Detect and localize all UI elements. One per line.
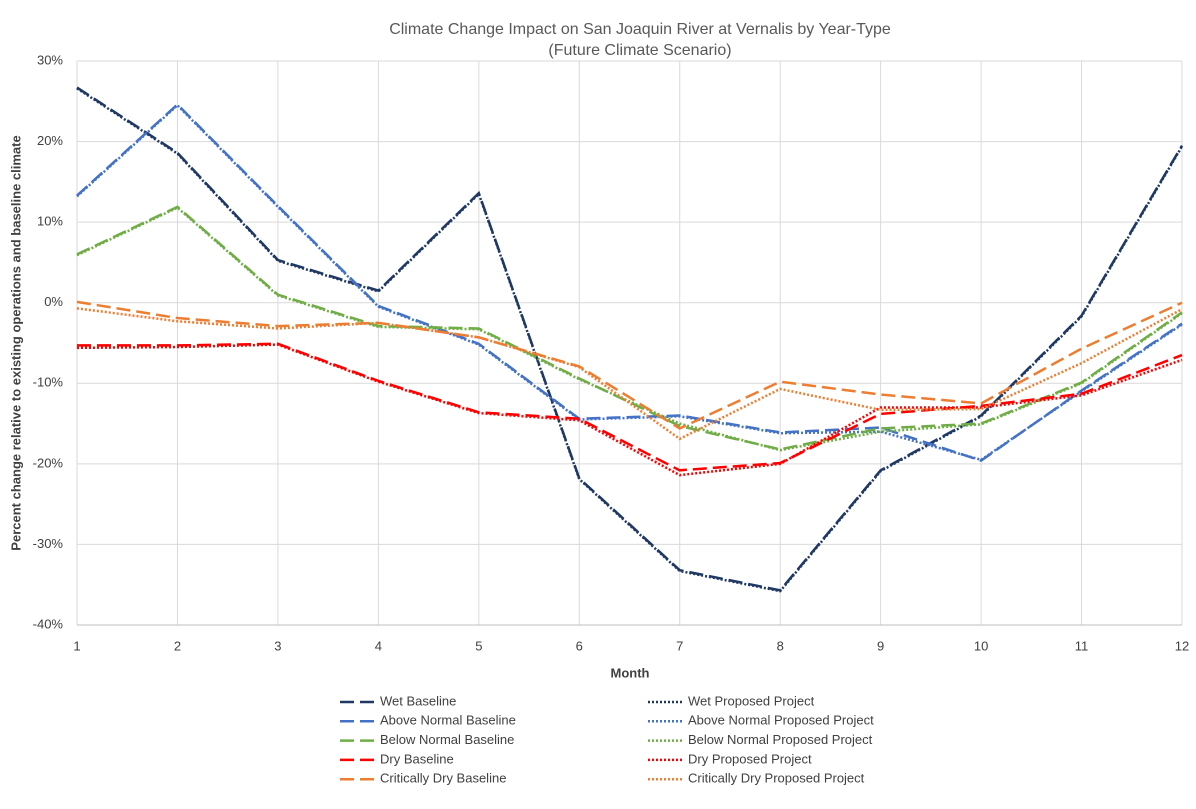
data-line <box>76 87 1184 593</box>
legend-label: Dry Baseline <box>380 751 454 766</box>
y-tick-label: 30% <box>37 52 63 67</box>
data-line <box>76 205 1183 451</box>
y-tick-label: -10% <box>33 375 64 390</box>
x-tick-label: 10 <box>974 638 988 653</box>
data-line <box>76 206 1183 452</box>
legend-label: Dry Proposed Project <box>688 751 812 766</box>
chart-title: Climate Change Impact on San Joaquin Riv… <box>389 21 891 38</box>
y-tick-label: -30% <box>33 536 64 551</box>
data-line <box>76 103 1183 462</box>
legend-label: Wet Baseline <box>380 693 456 708</box>
data-line <box>76 343 1183 477</box>
y-tick-label: -40% <box>33 616 64 631</box>
legend-label: Wet Proposed Project <box>688 693 815 708</box>
data-line <box>76 102 1183 463</box>
data-line <box>76 86 1184 592</box>
x-tick-label: 3 <box>274 638 281 653</box>
data-line <box>76 307 1183 441</box>
x-axis-title: Month <box>611 665 650 680</box>
legend-label: Critically Dry Baseline <box>380 771 506 786</box>
x-tick-label: 2 <box>174 638 181 653</box>
x-tick-label: 5 <box>475 638 482 653</box>
y-tick-label: 0% <box>44 294 63 309</box>
data-line <box>76 300 1183 430</box>
x-tick-label: 7 <box>676 638 683 653</box>
x-tick-label: 1 <box>73 638 80 653</box>
legend-label: Critically Dry Proposed Project <box>688 771 865 786</box>
x-tick-label: 4 <box>375 638 382 653</box>
x-tick-label: 9 <box>877 638 884 653</box>
legend-label: Below Normal Proposed Project <box>688 732 873 747</box>
y-tick-label: 10% <box>37 214 63 229</box>
x-tick-label: 11 <box>1075 638 1089 653</box>
legend-label: Above Normal Baseline <box>380 713 516 728</box>
y-tick-label: -20% <box>33 455 64 470</box>
x-tick-label: 6 <box>576 638 583 653</box>
legend-label: Below Normal Baseline <box>380 732 514 747</box>
chart-subtitle: (Future Climate Scenario) <box>548 42 731 59</box>
x-tick-label: 8 <box>777 638 784 653</box>
y-axis-title: Percent change relative to existing oper… <box>8 135 23 550</box>
y-tick-label: 20% <box>37 133 63 148</box>
legend-label: Above Normal Proposed Project <box>688 713 874 728</box>
x-tick-label: 12 <box>1175 638 1189 653</box>
data-line <box>77 342 1183 472</box>
